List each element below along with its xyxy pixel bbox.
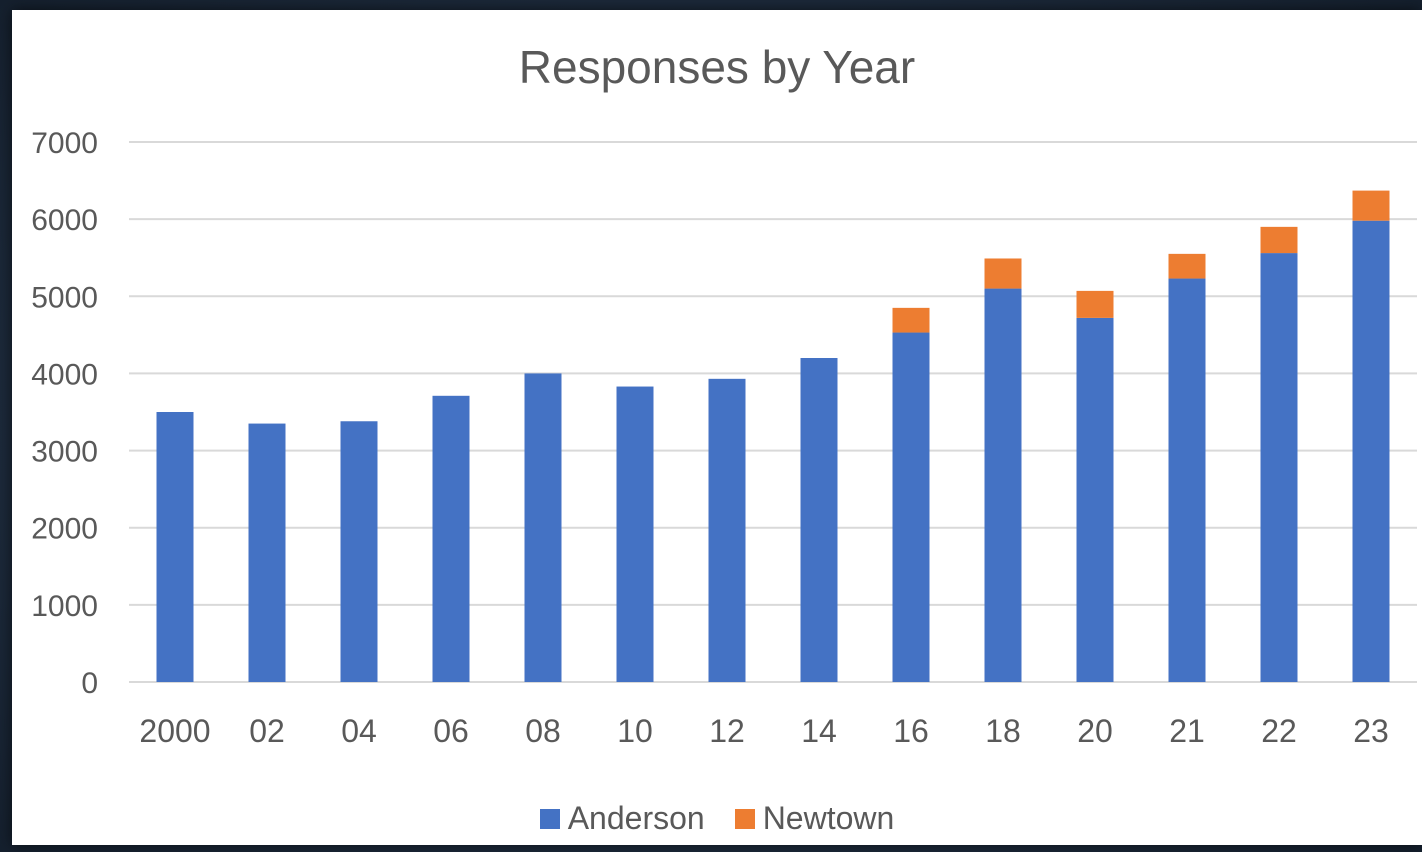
- x-tick-label: 06: [433, 713, 469, 749]
- legend-label-newtown: Newtown: [762, 800, 895, 836]
- y-tick-label: 4000: [31, 358, 98, 391]
- bar-newtown: [1076, 290, 1114, 318]
- bar-anderson: [432, 395, 470, 682]
- bar-newtown: [1168, 253, 1206, 279]
- bar-anderson: [708, 378, 746, 682]
- x-tick-label: 20: [1077, 713, 1113, 749]
- x-tick-label: 04: [341, 713, 377, 749]
- y-tick-label: 0: [81, 667, 98, 700]
- y-tick-label: 7000: [31, 127, 98, 160]
- bar-newtown: [892, 307, 930, 333]
- bar-newtown: [1352, 190, 1390, 221]
- chart-legend: Anderson Newtown: [12, 800, 1422, 837]
- x-tick-label: 2000: [139, 713, 210, 749]
- bar-anderson: [984, 288, 1022, 682]
- bar-anderson: [340, 421, 378, 682]
- bar-newtown: [1260, 226, 1298, 254]
- bar-anderson: [1260, 253, 1298, 683]
- bar-anderson: [156, 412, 194, 682]
- x-tick-label: 16: [893, 713, 929, 749]
- bar-anderson: [524, 373, 562, 682]
- x-tick-label: 18: [985, 713, 1021, 749]
- bar-anderson: [616, 386, 654, 682]
- x-tick-label: 14: [801, 713, 837, 749]
- legend-item-anderson: Anderson: [539, 800, 705, 837]
- legend-swatch-anderson: [539, 808, 560, 829]
- x-tick-label: 10: [617, 713, 653, 749]
- bar-anderson: [800, 358, 838, 682]
- chart-plot-area: 0 1000 2000 3000 4000 5000 6000 7000 2000 02 04 06 0…: [31, 127, 1417, 749]
- bar-anderson: [1168, 278, 1206, 682]
- x-tick-label: 22: [1261, 713, 1297, 749]
- y-tick-label: 2000: [31, 513, 98, 546]
- bar-newtown: [984, 258, 1022, 289]
- bar-anderson: [248, 423, 286, 682]
- y-tick-label: 1000: [31, 590, 98, 623]
- x-tick-label: 12: [709, 713, 745, 749]
- x-tick-label: 21: [1169, 713, 1205, 749]
- y-tick-label: 3000: [31, 436, 98, 469]
- x-tick-label: 23: [1353, 713, 1389, 749]
- legend-item-newtown: Newtown: [734, 800, 895, 837]
- legend-label-anderson: Anderson: [567, 800, 705, 836]
- bar-anderson: [892, 332, 930, 682]
- chart-title: Responses by Year: [518, 41, 916, 93]
- bar-anderson: [1352, 220, 1390, 682]
- legend-swatch-newtown: [734, 808, 755, 829]
- x-tick-label: 08: [525, 713, 561, 749]
- y-tick-label: 6000: [31, 204, 98, 237]
- bar-anderson: [1076, 317, 1114, 682]
- y-tick-label: 5000: [31, 281, 98, 314]
- chart-card: Responses by Year 0 1000 2000 3000 4000 5000 6…: [12, 10, 1422, 845]
- x-tick-label: 02: [249, 713, 285, 749]
